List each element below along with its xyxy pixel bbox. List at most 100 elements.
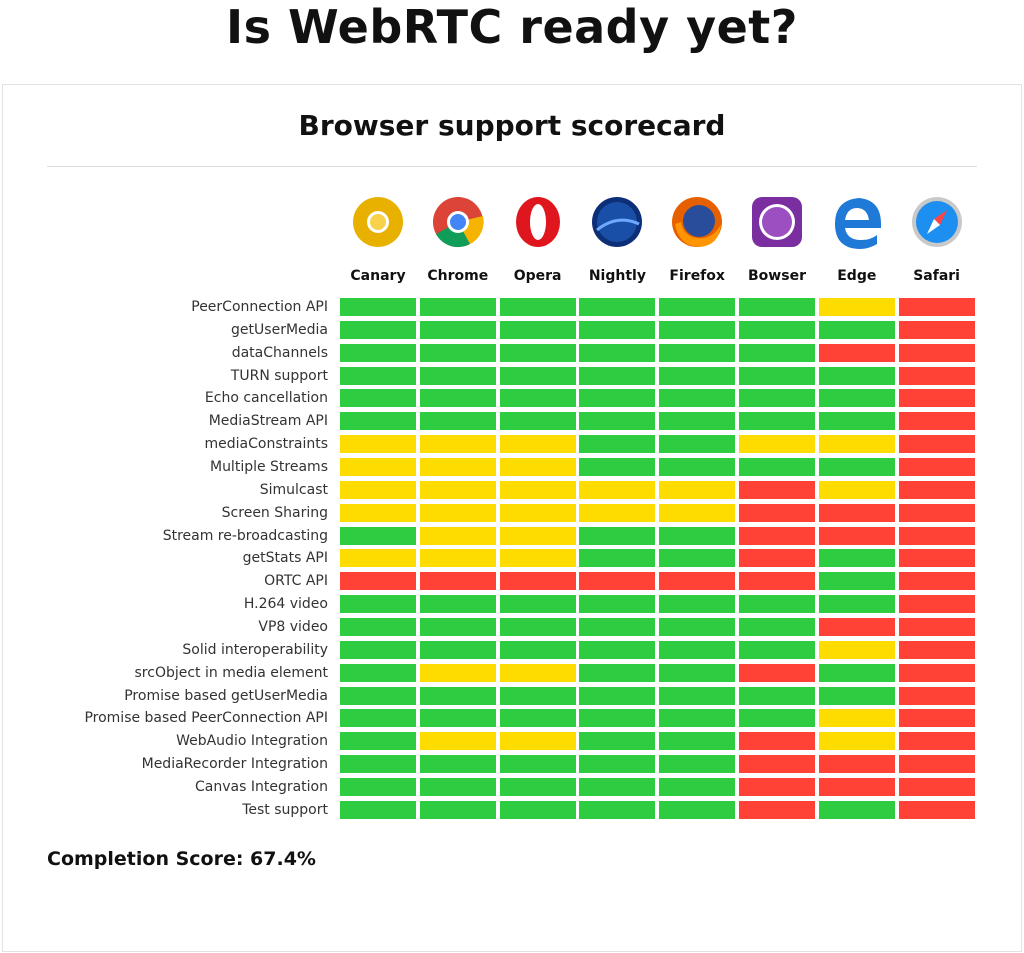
cell-supported [739,366,815,385]
column-header: Firefox [669,268,725,284]
cell-supported [818,800,895,819]
cell-unsupported [898,503,975,522]
scorecard-card [2,84,1022,952]
cell-supported [818,320,895,339]
cell-supported [579,458,656,477]
column-header: Nightly [588,268,646,284]
cell-supported [499,778,576,797]
cell-unsupported [898,320,975,339]
cell-supported [659,800,736,819]
cell-supported [419,412,496,431]
cell-unsupported [739,732,815,751]
cell-supported [739,618,815,637]
cell-supported [499,595,576,614]
cell-unsupported [898,709,975,728]
cell-unsupported [898,732,975,751]
cell-supported [659,640,736,659]
row-label: Multiple Streams [209,459,328,476]
row-label: TURN support [230,367,328,384]
cell-unsupported [739,663,815,682]
row-label: Stream re-broadcasting [162,527,328,544]
cell-supported [739,298,815,316]
cell-supported [340,640,416,659]
cell-unsupported [898,343,975,362]
cell-supported [739,709,815,728]
cell-partial [419,549,496,568]
row-label: VP8 video [258,619,328,636]
cell-supported [340,526,416,545]
row-label: Simulcast [259,481,328,498]
cell-partial [499,503,576,522]
column-header: Canary [350,268,406,284]
cell-partial [419,435,496,454]
cell-supported [499,618,576,637]
cell-partial [419,480,496,499]
cell-supported [340,595,416,614]
cell-unsupported [579,572,656,591]
cell-supported [419,640,496,659]
cell-unsupported [818,503,895,522]
cell-supported [739,458,815,477]
cell-supported [818,549,895,568]
row-label: H.264 video [243,596,328,613]
cell-unsupported [739,755,815,774]
cell-supported [499,640,576,659]
cell-supported [419,709,496,728]
cell-unsupported [898,686,975,705]
cell-partial [419,526,496,545]
chrome-canary-icon [350,194,406,250]
cell-supported [659,595,736,614]
cell-partial [659,480,736,499]
cell-unsupported [898,412,975,431]
cell-supported [659,298,736,316]
cell-supported [340,389,416,408]
cell-partial [818,480,895,499]
cell-supported [659,618,736,637]
cell-supported [579,663,656,682]
row-label: srcObject in media element [134,664,328,681]
cell-partial [739,435,815,454]
cell-partial [579,503,656,522]
row-label: dataChannels [231,344,328,361]
cell-supported [659,663,736,682]
cell-unsupported [898,595,975,614]
column-header: Chrome [427,268,489,284]
cell-unsupported [898,778,975,797]
row-label: WebAudio Integration [176,733,328,750]
cell-supported [659,412,736,431]
cell-partial [340,549,416,568]
cell-supported [499,709,576,728]
column-header: Opera [513,268,562,284]
cell-partial [499,663,576,682]
row-label: ORTC API [264,573,328,590]
cell-supported [340,412,416,431]
cell-unsupported [739,572,815,591]
cell-supported [739,686,815,705]
cell-unsupported [898,755,975,774]
cell-partial [499,732,576,751]
cell-supported [499,800,576,819]
cell-supported [340,800,416,819]
cell-supported [579,686,656,705]
cell-supported [340,686,416,705]
cell-partial [499,458,576,477]
cell-unsupported [898,389,975,408]
cell-partial [419,663,496,682]
row-label: Test support [242,801,328,818]
cell-unsupported [898,572,975,591]
cell-supported [659,389,736,408]
cell-supported [818,663,895,682]
cell-supported [659,549,736,568]
cell-supported [419,320,496,339]
cell-supported [579,366,656,385]
row-label: getUserMedia [231,321,328,338]
cell-supported [818,686,895,705]
cell-supported [340,320,416,339]
row-label: Screen Sharing [221,504,328,521]
row-label: MediaRecorder Integration [141,756,328,773]
cell-unsupported [739,549,815,568]
cell-supported [340,732,416,751]
cell-unsupported [818,778,895,797]
row-label: getStats API [242,550,328,567]
cell-supported [419,343,496,362]
